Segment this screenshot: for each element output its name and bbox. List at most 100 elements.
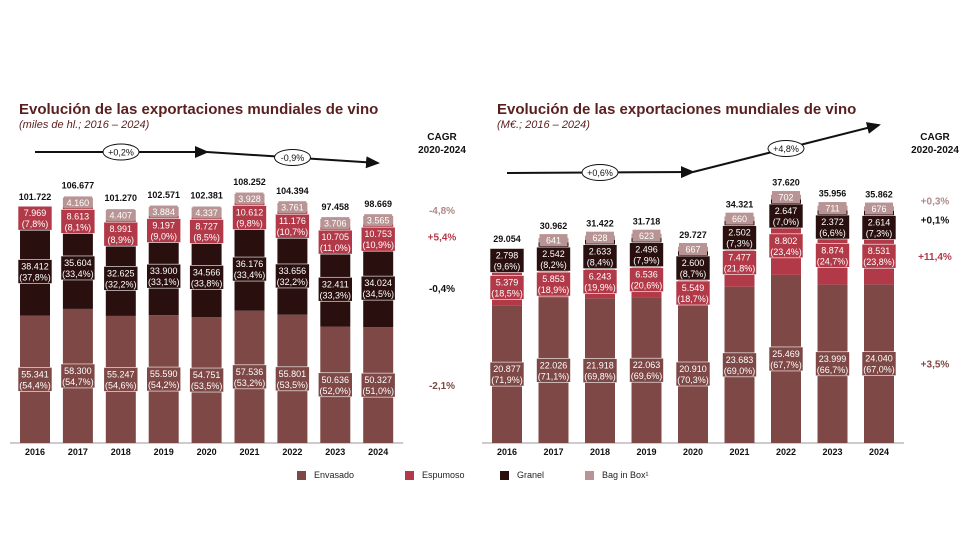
right-data-label-value: 660	[732, 214, 747, 224]
left-data-label-value: 4.337	[195, 208, 218, 218]
right-data-label-pct: (18,7%)	[677, 294, 709, 304]
left-data-label-value: 10.705	[322, 232, 350, 242]
right-data-label-box	[675, 280, 711, 306]
left-data-label-pct: (7,8%)	[22, 219, 49, 229]
legend-granel: Granel	[500, 470, 544, 480]
left-data-label-box	[189, 219, 224, 244]
right-total-label: 35.956	[819, 189, 847, 199]
right-data-label-value: 2.798	[496, 250, 519, 260]
right-data-label-box	[675, 255, 711, 281]
right-data-label-pct: (9,6%)	[494, 261, 521, 271]
right-cagr-header: CAGR 2020-2024	[905, 131, 965, 157]
left-data-label-box	[275, 366, 310, 392]
right-data-label-box	[818, 202, 847, 215]
right-data-label-value: 7.477	[728, 253, 751, 263]
right-data-label-box	[489, 248, 525, 273]
left-data-label-box	[17, 367, 53, 392]
right-data-label-box	[582, 358, 618, 383]
left-data-label-value: 55.341	[21, 369, 49, 379]
left-data-label-pct: (54,7%)	[62, 377, 94, 387]
left-data-label-value: 3.884	[152, 207, 175, 217]
right-data-label-value: 20.877	[493, 364, 521, 374]
left-data-label-box	[103, 367, 139, 392]
right-data-label-box	[629, 357, 664, 383]
left-x-tick-label: 2018	[111, 447, 131, 457]
left-trend-bubble	[102, 143, 140, 161]
right-data-label-value: 8.531	[868, 246, 891, 256]
right-data-label-value: 6.243	[589, 272, 612, 282]
left-data-label-box	[146, 263, 181, 289]
right-data-label-value: 623	[639, 231, 654, 241]
left-total-label: 102.571	[147, 190, 180, 200]
left-data-label-value: 33.900	[150, 266, 178, 276]
right-data-label-box	[586, 231, 614, 244]
left-data-label-value: 36.176	[236, 259, 264, 269]
right-chart-title: Evolución de las exportaciones mundiales…	[497, 101, 857, 118]
left-data-label-box	[275, 213, 310, 239]
left-x-tick-label: 2022	[282, 447, 302, 457]
left-data-label-box	[192, 206, 221, 219]
left-data-label-box	[364, 214, 393, 227]
left-data-label-value: 34.024	[364, 278, 392, 288]
left-data-label-value: 4.407	[110, 211, 133, 221]
right-data-label-pct: (23,8%)	[863, 257, 895, 267]
left-total-label: 97.458	[322, 202, 350, 212]
right-data-label-pct: (69,6%)	[631, 371, 663, 381]
left-data-label-value: 55.247	[107, 369, 135, 379]
left-data-label-value: 8.991	[110, 224, 133, 234]
left-data-label-box	[103, 266, 139, 291]
left-data-label-pct: (54,4%)	[19, 380, 51, 390]
left-data-label-box	[17, 259, 53, 284]
right-data-label-value: 5.379	[496, 277, 519, 287]
left-data-label-pct: (32,2%)	[105, 279, 137, 289]
right-data-label-pct: (7,3%)	[866, 229, 893, 239]
right-trend-label: +4,8%	[773, 144, 799, 154]
right-x-tick-label: 2021	[729, 447, 749, 457]
left-data-label-box	[232, 205, 267, 230]
legend-bag-in-box: Bag in Box¹	[585, 470, 649, 480]
right-data-label-pct: (8,7%)	[680, 269, 707, 279]
right-cagr-envasado: +3,5%	[921, 360, 950, 371]
left-data-label-pct: (8,5%)	[193, 233, 220, 243]
right-data-label-pct: (6,6%)	[819, 228, 846, 238]
right-data-label-pct: (67,7%)	[770, 360, 802, 370]
left-data-label-pct: (54,6%)	[105, 380, 137, 390]
left-cagr-period: 2020-2024	[418, 145, 466, 156]
right-data-label-value: 22.063	[633, 360, 661, 370]
right-data-label-box	[815, 351, 850, 377]
right-x-tick-label: 2024	[869, 447, 889, 457]
right-x-tick-label: 2020	[683, 447, 703, 457]
legend-swatch	[585, 470, 594, 480]
left-data-label-value: 55.590	[150, 369, 178, 379]
right-data-label-box	[629, 242, 664, 268]
right-data-label-box	[815, 243, 850, 268]
left-data-label-value: 50.636	[322, 375, 350, 385]
right-data-label-value: 6.536	[635, 270, 658, 280]
right-data-label-value: 2.502	[728, 228, 751, 238]
right-cagr-title: CAGR	[920, 132, 950, 143]
left-total-label: 102.381	[190, 191, 223, 201]
right-data-label-value: 25.469	[772, 349, 800, 359]
left-trend-label: +0,2%	[108, 148, 134, 158]
right-data-label-value: 2.372	[821, 217, 844, 227]
left-data-label-value: 11.176	[279, 216, 306, 226]
left-x-tick-label: 2019	[154, 447, 174, 457]
left-data-label-pct: (33,8%)	[191, 278, 223, 288]
left-data-label-value: 9.197	[152, 221, 175, 231]
right-data-label-box	[722, 225, 757, 250]
legend-label: Espumoso	[422, 470, 465, 480]
left-data-label-pct: (53,2%)	[234, 378, 266, 388]
left-cagr-espumoso: +5,4%	[428, 233, 457, 244]
right-x-tick-label: 2019	[636, 447, 656, 457]
right-data-label-pct: (24,7%)	[817, 256, 849, 266]
legend-swatch	[500, 470, 509, 480]
right-trend-bubble	[767, 140, 805, 157]
left-data-label-pct: (9,8%)	[236, 219, 263, 229]
left-total-label: 106.677	[62, 181, 95, 191]
left-data-label-value: 4.160	[67, 198, 90, 208]
left-data-label-box	[232, 364, 267, 390]
left-data-label-pct: (8,1%)	[65, 222, 92, 232]
left-data-label-box	[60, 363, 96, 389]
left-data-label-value: 32.411	[322, 279, 349, 289]
